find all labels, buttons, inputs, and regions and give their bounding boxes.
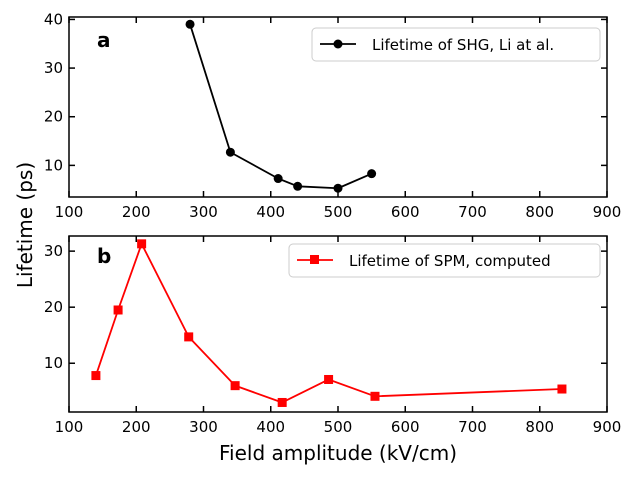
panel-a-ytick-label: 10 [44,156,63,174]
panel-b-xtick-label: 300 [189,418,218,436]
panel-a-data-point [293,181,303,191]
panel-a-data-point [185,19,195,29]
panel-a-xtick-label: 900 [593,203,622,221]
panel-b-data-point [277,397,287,407]
panel-a-data-point [273,174,283,184]
panel-a-xtick-label: 700 [458,203,487,221]
y-axis-label: Lifetime (ps) [13,162,37,288]
panel-b-xtick-label: 800 [525,418,554,436]
panel-b-ticks: 100 200 300 400 500 600 700 800 900 10 20 30 [44,236,621,436]
panel-b: 100 200 300 400 500 600 700 800 900 10 20 30 b Life… [44,235,621,436]
panel-b-ytick-label: 20 [44,298,63,316]
panel-a-ytick-label: 40 [44,10,63,28]
panel-b-xtick-label: 700 [458,418,487,436]
panel-a-label: a [97,28,111,52]
legend-b-text: Lifetime of SPM, computed [349,252,551,270]
panel-a-series-line [189,24,372,190]
panel-a-series [185,19,377,193]
panel-a-ytick-label: 30 [44,59,63,77]
legend-a: Lifetime of SHG, Li at al. [311,27,601,62]
panel-a-data-point [225,147,235,157]
legend-b-marker [310,255,319,264]
legend-a-text: Lifetime of SHG, Li at al. [372,36,554,54]
panel-b-data-point [113,305,123,315]
panel-a-xtick-label: 600 [391,203,420,221]
panel-b-data-point [184,332,194,342]
panel-b-xtick-label: 900 [593,418,622,436]
panel-b-xtick-label: 600 [391,418,420,436]
panel-a: 100 200 300 400 500 600 700 800 900 10 20 30 40 a Li… [44,10,621,221]
panel-b-xtick-label: 400 [256,418,285,436]
panel-b-xtick-label: 100 [55,418,84,436]
panel-a-xtick-label: 300 [189,203,218,221]
panel-b-data-point [557,384,567,394]
legend-b: Lifetime of SPM, computed [288,243,601,278]
panel-a-xtick-label: 800 [525,203,554,221]
panel-b-label: b [97,244,111,268]
panel-a-xtick-label: 500 [324,203,353,221]
panel-a-ticks: 100 200 300 400 500 600 700 800 900 10 20 30 40 [44,10,621,221]
x-axis-label: Field amplitude (kV/cm) [219,441,457,465]
panel-a-ytick-label: 20 [44,108,63,126]
panel-b-xtick-label: 500 [324,418,353,436]
panel-b-ytick-label: 10 [44,354,63,372]
panel-a-xtick-label: 400 [256,203,285,221]
legend-a-box [311,27,601,62]
legend-a-marker [333,39,343,49]
panel-b-data-point [230,381,240,391]
panel-a-data-point [333,183,343,193]
panel-b-data-point [370,391,380,401]
panel-b-data-point [91,371,101,381]
panel-b-series [91,239,567,407]
legend-b-box [288,243,601,278]
panel-b-data-point [324,374,334,384]
panel-b-ytick-label: 30 [44,242,63,260]
panel-a-data-point [367,169,377,179]
panel-a-xtick-label: 200 [122,203,151,221]
panel-b-xtick-label: 200 [122,418,151,436]
panel-a-xtick-label: 100 [55,203,84,221]
panel-b-data-point [137,239,147,249]
